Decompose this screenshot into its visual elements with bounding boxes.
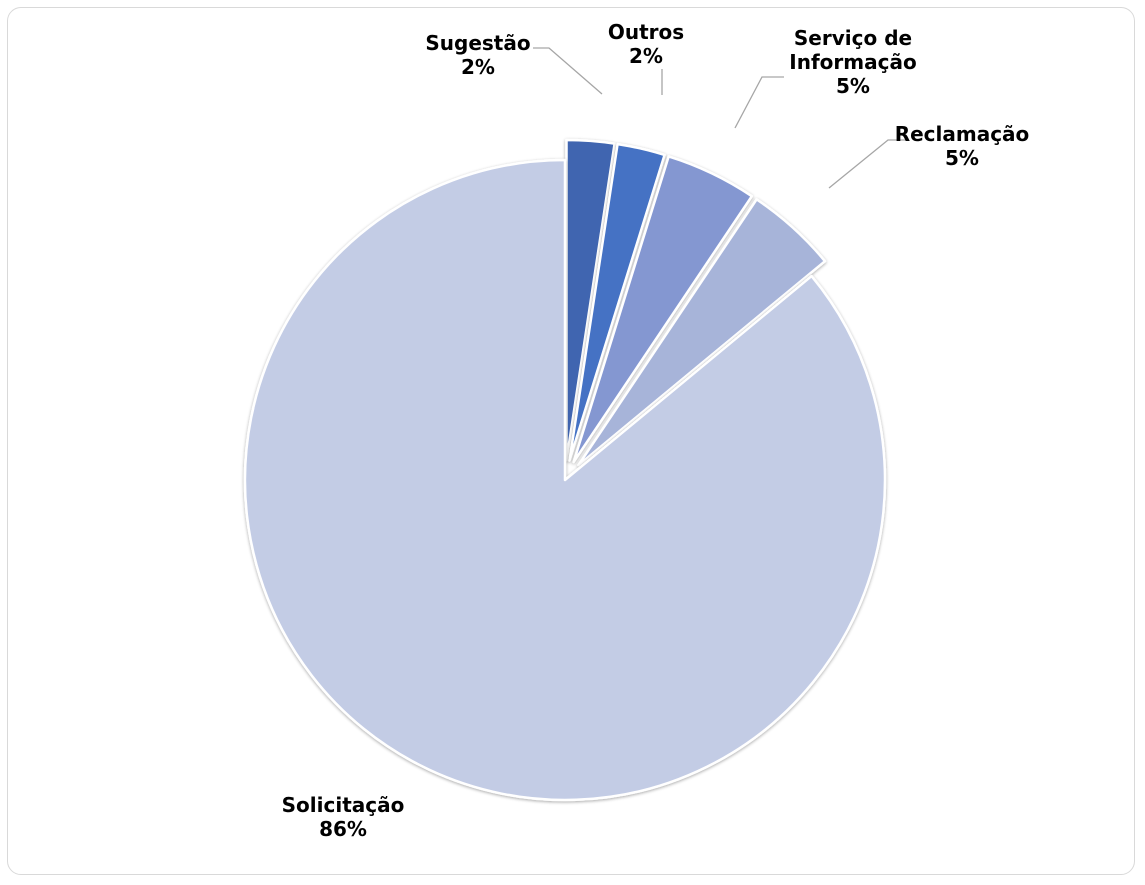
pie-slice-servico-de-informacao — [572, 155, 754, 464]
data-label-category: Serviço de — [794, 26, 912, 50]
data-label: Serviço de Informação 5% — [789, 26, 916, 98]
data-label-percent: 86% — [319, 817, 367, 841]
data-label-category: Informação — [789, 50, 916, 74]
data-label-percent: 2% — [461, 55, 495, 79]
pie-slice-outros — [568, 142, 666, 462]
data-label-category: Reclamação — [895, 122, 1030, 146]
data-label: Sugestão 2% — [425, 31, 530, 79]
data-label-category: Sugestão — [425, 31, 530, 55]
data-label-percent: 5% — [836, 74, 870, 98]
data-label-category: Solicitação — [282, 793, 405, 817]
data-label-percent: 5% — [945, 146, 979, 170]
pie-slice-solicitacao — [243, 158, 887, 802]
leader-lines — [533, 47, 908, 189]
leader-line — [828, 139, 908, 189]
pie-slice-reclamacao — [577, 198, 827, 467]
data-label: Reclamação 5% — [895, 122, 1030, 170]
leader-line — [533, 47, 603, 95]
data-labels: Sugestão 2%Outros 2%Serviço de Informação 5%… — [282, 20, 1030, 841]
leader-line — [734, 76, 784, 129]
data-label: Solicitação 86% — [282, 793, 405, 841]
data-label-category: Outros — [608, 20, 684, 44]
slices-layer — [243, 138, 887, 802]
data-label-percent: 2% — [629, 44, 663, 68]
data-label: Outros 2% — [608, 20, 684, 68]
pie-slice-sugestao — [565, 138, 616, 462]
